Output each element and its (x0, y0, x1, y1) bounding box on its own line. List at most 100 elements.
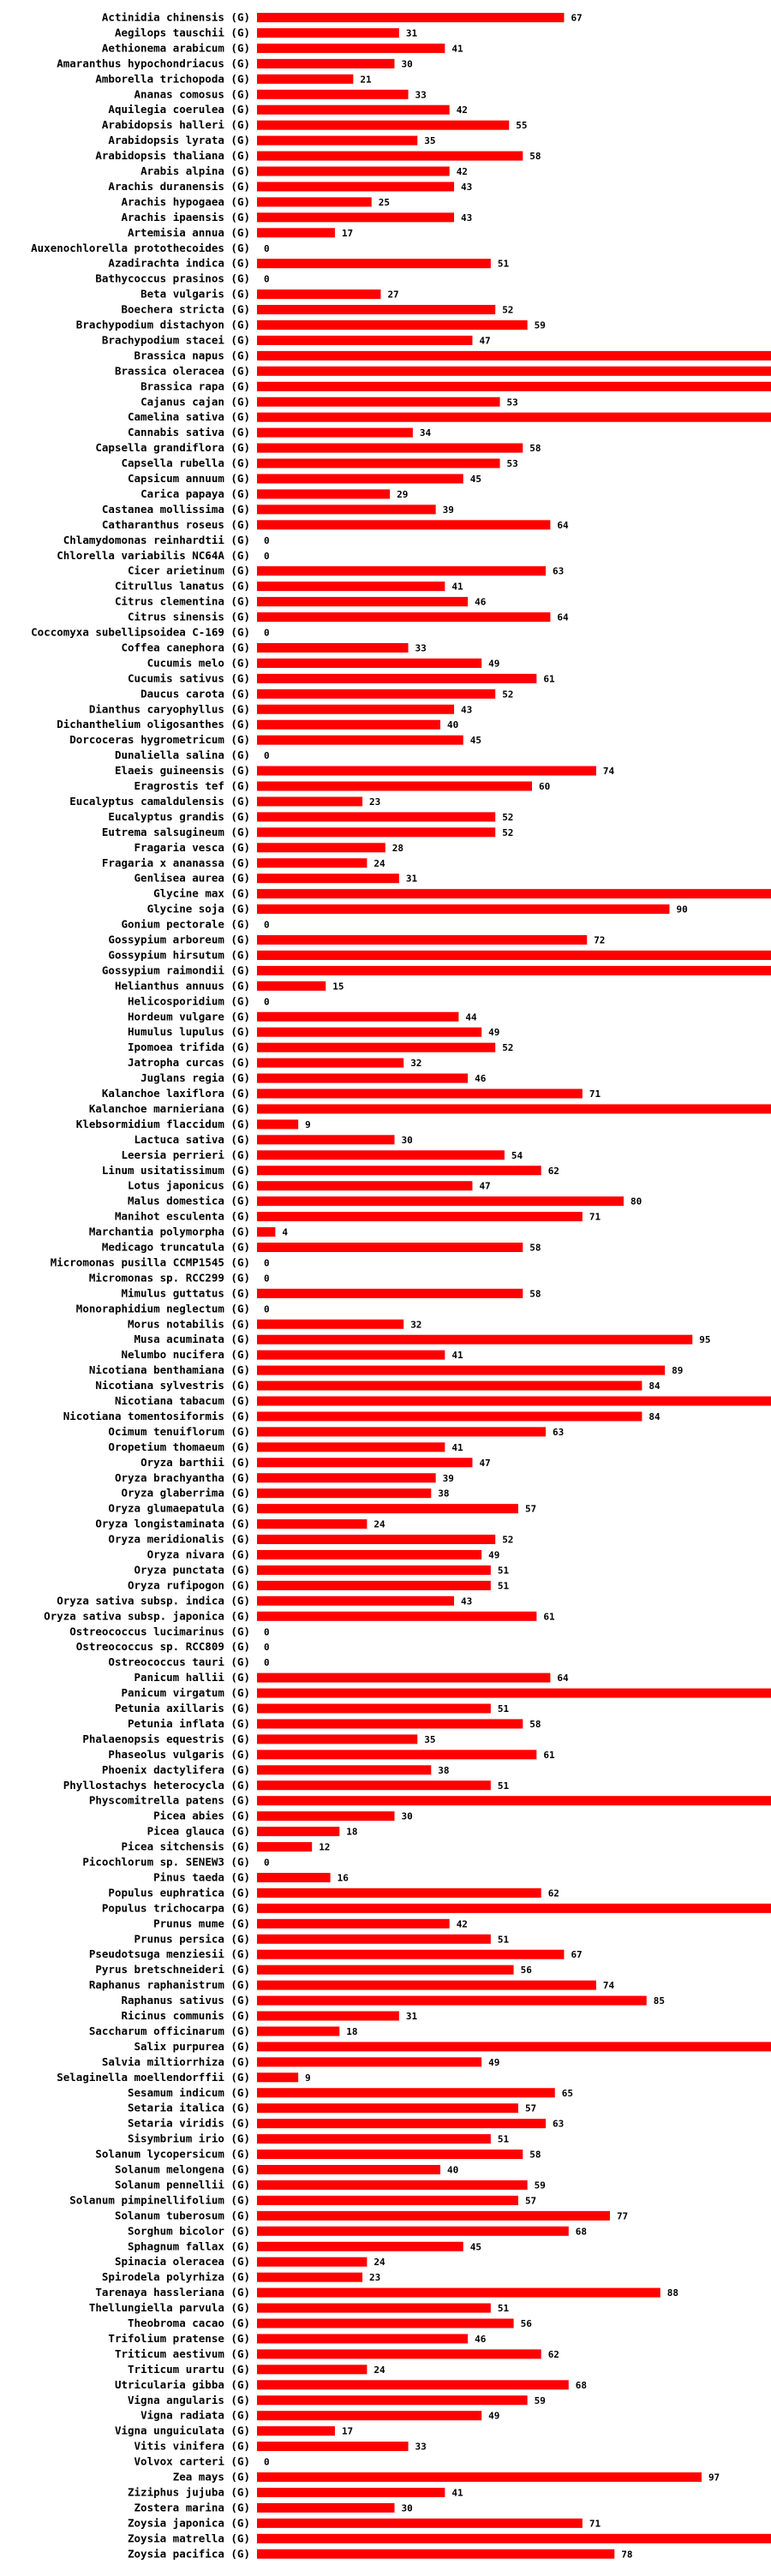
category-label: Zoysia pacifica (G) (128, 2547, 250, 2560)
bar (257, 1458, 473, 1468)
value-label: 53 (507, 397, 518, 408)
bar (257, 950, 771, 960)
bar (257, 1365, 666, 1375)
bar (257, 1058, 404, 1068)
bar (257, 474, 463, 484)
value-label: 0 (264, 996, 270, 1007)
bar (257, 397, 500, 407)
category-label: Prunus mume (G) (153, 1917, 250, 1929)
bar (257, 2349, 541, 2359)
bar (257, 1027, 482, 1037)
value-label: 0 (264, 1857, 270, 1869)
category-label: Oryza glaberrima (G) (121, 1487, 250, 1500)
category-label: Cajanus cajan (G) (140, 395, 250, 408)
category-label: Actinidia chinensis (G) (102, 11, 250, 24)
bar (257, 1519, 368, 1530)
bar (257, 1980, 596, 1990)
value-label: 61 (543, 1750, 555, 1761)
value-label: 0 (264, 1257, 270, 1268)
value-label: 90 (677, 904, 688, 915)
category-label: Amaranthus hypochondriacus (G) (57, 57, 250, 69)
value-label: 42 (457, 104, 468, 116)
value-label: 0 (264, 628, 270, 639)
category-label: Aethionema arabicum (G) (102, 41, 250, 54)
value-label: 25 (379, 197, 390, 208)
value-label: 60 (539, 781, 550, 792)
bar (257, 2241, 463, 2251)
bar (257, 1611, 537, 1621)
category-label: Picea abies (G) (153, 1810, 250, 1822)
bar (257, 1088, 583, 1099)
bar (257, 1166, 541, 1176)
category-label: Raphanus raphanistrum (G) (89, 1978, 250, 1991)
value-label: 53 (507, 458, 518, 469)
value-label: 41 (451, 1442, 463, 1453)
value-label: 28 (392, 843, 403, 854)
category-label: Salvia miltiorrhiza (G) (102, 2055, 250, 2068)
category-label: Monoraphidium neglectum (G) (76, 1302, 250, 1315)
bar (257, 2119, 547, 2129)
value-label: 58 (529, 1719, 541, 1730)
value-label: 0 (264, 551, 270, 562)
category-label: Petunia inflata (G) (128, 1717, 250, 1730)
value-label: 21 (360, 74, 372, 85)
category-label: Helicosporidium (G) (128, 994, 250, 1007)
category-label: Populus trichocarpa (G) (102, 1901, 250, 1914)
value-label: 43 (461, 704, 472, 715)
category-label: Elaeis guineensis (G) (115, 764, 250, 777)
bar (257, 381, 771, 391)
category-label: Gonium pectorale (G) (121, 918, 250, 931)
bar (257, 335, 473, 345)
value-label: 24 (374, 858, 386, 869)
category-label: Nicotiana sylvestris (G) (95, 1379, 250, 1392)
category-label: Brachypodium stacei (G) (102, 333, 250, 346)
value-label: 42 (457, 166, 468, 177)
category-label: Dianthus caryophyllus (G) (89, 702, 250, 715)
bar (257, 1765, 432, 1775)
bar (257, 1872, 331, 1882)
category-label: Oryza nivara (G) (147, 1548, 250, 1561)
value-label: 47 (479, 1458, 490, 1469)
value-label: 58 (529, 151, 541, 162)
bar (257, 74, 354, 84)
category-label: Triticum aestivum (G) (115, 2347, 250, 2360)
value-label: 95 (699, 1334, 710, 1345)
category-label: Auxenochlorella protothecoides (G) (31, 242, 250, 254)
value-label: 51 (498, 1934, 510, 1945)
category-label: Vitis vinifera (G) (134, 2440, 250, 2453)
category-label: Lotus japonicus (G) (128, 1179, 250, 1192)
bar (257, 2103, 518, 2114)
bar (257, 2165, 440, 2174)
value-label: 71 (589, 2518, 601, 2529)
bar (257, 2287, 660, 2298)
value-label: 74 (603, 1980, 615, 1991)
bar (257, 1949, 565, 1959)
value-label: 52 (502, 1535, 513, 1546)
category-label: Solanum pimpinellifolium (G) (69, 2193, 250, 2206)
bar (257, 1411, 642, 1422)
bar (257, 1473, 436, 1483)
category-label: Humulus lupulus (G) (128, 1025, 250, 1038)
value-label: 56 (521, 2318, 533, 2329)
bar (257, 182, 455, 192)
category-label: Phoenix dactylifera (G) (102, 1763, 250, 1776)
bar (257, 719, 440, 730)
category-label: Picea sitchensis (G) (121, 1840, 250, 1853)
category-label: Morus notabilis (G) (128, 1317, 250, 1330)
bar (257, 1550, 482, 1559)
category-label: Mimulus guttatus (G) (121, 1286, 250, 1299)
category-label: Thellungiella parvula (G) (89, 2301, 250, 2314)
category-label: Oryza punctata (G) (134, 1563, 250, 1576)
bar (257, 689, 496, 699)
category-label: Juglans regia (G) (140, 1071, 250, 1084)
value-label: 89 (672, 1365, 683, 1376)
bar (257, 2318, 514, 2329)
bar (257, 166, 450, 176)
value-label: 32 (410, 1058, 421, 1069)
value-label: 34 (420, 427, 432, 438)
value-label: 46 (475, 2334, 487, 2345)
category-label: Glycine max (G) (153, 887, 250, 900)
bar (257, 2487, 445, 2497)
category-label: Nicotiana tabacum (G) (115, 1394, 250, 1407)
category-label: Fragaria vesca (G) (134, 841, 250, 854)
